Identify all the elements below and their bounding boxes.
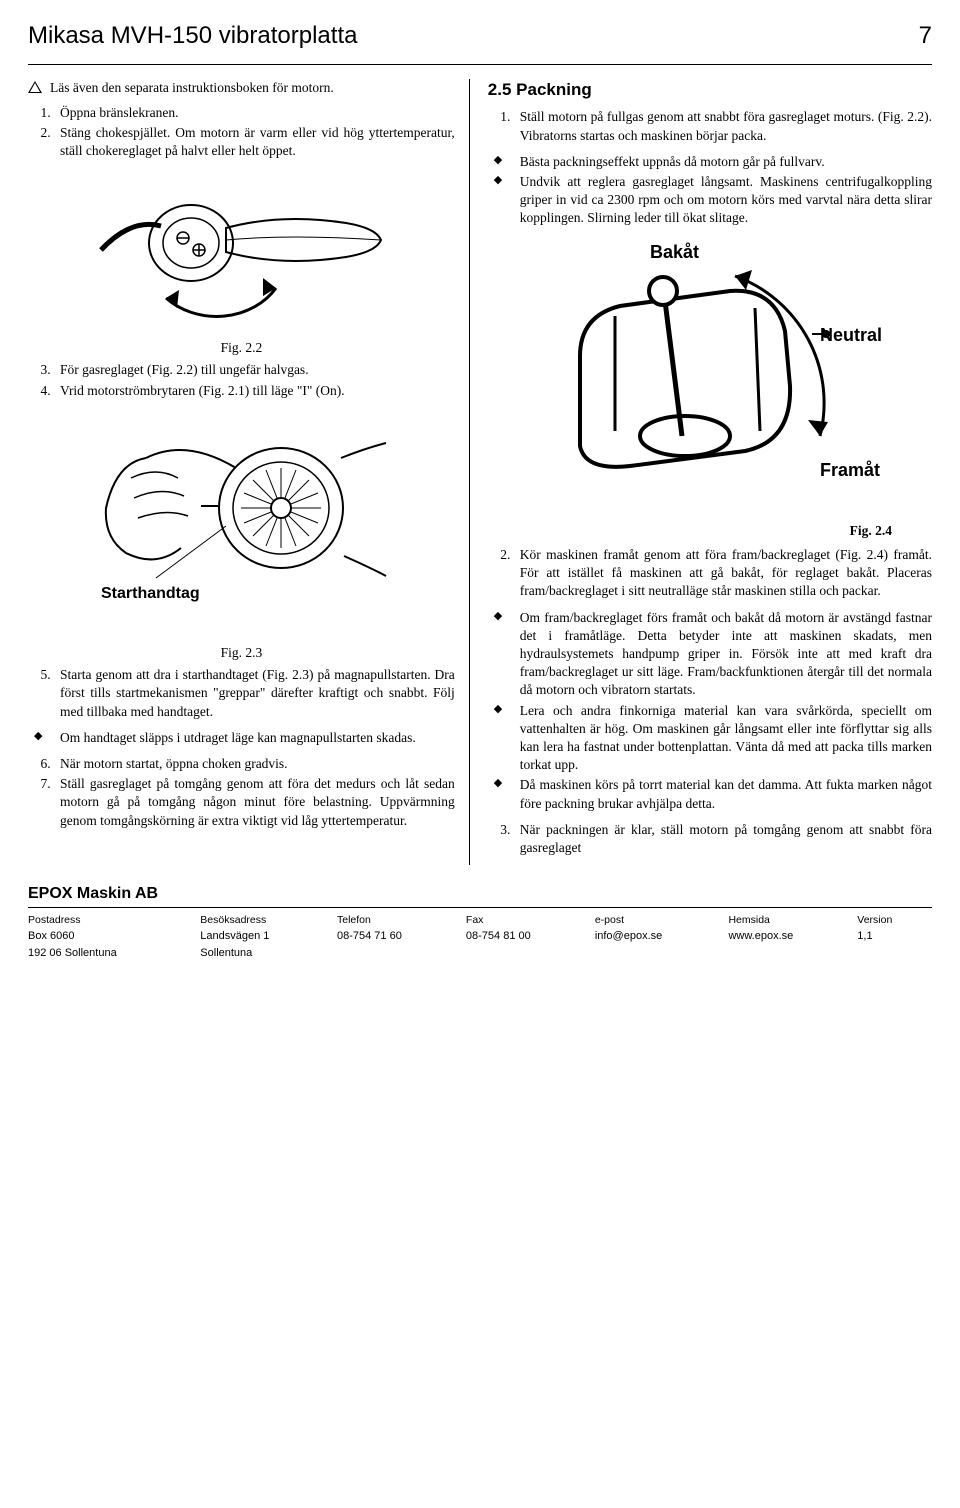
footer-row-2: 192 06 Sollentuna Sollentuna [28, 945, 932, 962]
label-bakat: Bakåt [650, 242, 699, 262]
page-number: 7 [919, 20, 932, 52]
steps-1-2: Öppna bränslekranen. Stäng chokespjället… [28, 104, 455, 161]
caution-icon [28, 81, 42, 93]
footer-labels-row: Postadress Besöksadress Telefon Fax e-po… [28, 912, 932, 928]
packning-bullets-a: Bästa packningseffekt uppnås då motorn g… [488, 153, 932, 228]
step-1: Öppna bränslekranen. [54, 104, 455, 122]
lbl-besok: Besöksadress [200, 912, 337, 928]
lbl-hemsida: Hemsida [728, 912, 857, 928]
caution-block: Läs även den separata instruktionsboken … [28, 79, 455, 97]
steps-6-7: När motorn startat, öppna choken gradvis… [28, 755, 455, 830]
packning-bullets-b: Om fram/backreglaget förs framåt och bak… [488, 609, 932, 813]
figure-2-2 [28, 168, 455, 333]
packning-step-1: Ställ motorn på fullgas genom att snabbt… [488, 108, 932, 144]
label-framat: Framåt [820, 460, 880, 480]
bullet-fullvarv: Bästa packningseffekt uppnås då motorn g… [514, 153, 932, 171]
step-5-bullet: Om handtaget släpps i utdraget läge kan … [28, 729, 455, 747]
lbl-postadress: Postadress [28, 912, 200, 928]
step-6: När motorn startat, öppna choken gradvis… [54, 755, 455, 773]
packning-step-3: När packningen är klar, ställ motorn på … [488, 821, 932, 857]
bullet-2300rpm: Undvik att reglera gasreglaget långsamt.… [514, 173, 932, 228]
page-header: Mikasa MVH-150 vibratorplatta 7 [28, 20, 932, 52]
val-besok2: Sollentuna [200, 945, 337, 962]
val-hemsida: www.epox.se [728, 928, 857, 945]
step-3: För gasreglaget (Fig. 2.2) till ungefär … [54, 361, 455, 379]
footer-rule [28, 907, 932, 908]
step-4: Vrid motorströmbrytaren (Fig. 2.1) till … [54, 382, 455, 400]
page-footer: EPOX Maskin AB Postadress Besöksadress T… [28, 883, 932, 961]
fig-2-2-caption: Fig. 2.2 [28, 339, 455, 357]
bullet-damm: Då maskinen körs på torrt material kan d… [514, 776, 932, 812]
packning-2: Kör maskinen framåt genom att föra fram/… [514, 546, 932, 601]
right-column: 2.5 Packning Ställ motorn på fullgas gen… [470, 79, 932, 865]
val-telefon: 08-754 71 60 [337, 928, 466, 945]
bullet-lera: Lera och andra finkorniga material kan v… [514, 702, 932, 775]
figure-2-4: Bakåt Neutral Framåt [488, 236, 932, 516]
step-5: Starta genom att dra i starthandtaget (F… [28, 666, 455, 721]
bullet-hydraul: Om fram/backreglaget förs framåt och bak… [514, 609, 932, 700]
footer-row-1: Box 6060 Landsvägen 1 08-754 71 60 08-75… [28, 928, 932, 945]
header-rule [28, 64, 932, 65]
left-column: Läs även den separata instruktionsboken … [28, 79, 470, 865]
caution-text: Läs även den separata instruktionsboken … [50, 79, 334, 97]
val-version: 1,1 [857, 928, 932, 945]
fig-2-3-caption: Fig. 2.3 [28, 644, 455, 662]
doc-title: Mikasa MVH-150 vibratorplatta [28, 20, 357, 52]
footer-table: Postadress Besöksadress Telefon Fax e-po… [28, 912, 932, 962]
lbl-telefon: Telefon [337, 912, 466, 928]
fig23-label: Starthandtag [101, 585, 200, 602]
val-epost: info@epox.se [595, 928, 729, 945]
val-fax: 08-754 81 00 [466, 928, 595, 945]
val-postadress2: 192 06 Sollentuna [28, 945, 200, 962]
lbl-epost: e-post [595, 912, 729, 928]
lbl-version: Version [857, 912, 932, 928]
val-besok: Landsvägen 1 [200, 928, 337, 945]
step-5-text: Starta genom att dra i starthandtaget (F… [54, 666, 455, 721]
bullet-magnapull: Om handtaget släpps i utdraget läge kan … [54, 729, 455, 747]
fig-2-4-caption: Fig. 2.4 [488, 522, 932, 540]
packning-3: När packningen är klar, ställ motorn på … [514, 821, 932, 857]
val-postadress: Box 6060 [28, 928, 200, 945]
figure-2-3: Starthandtag [28, 408, 455, 638]
lbl-fax: Fax [466, 912, 595, 928]
footer-company: EPOX Maskin AB [28, 883, 932, 905]
packning-step-2: Kör maskinen framåt genom att föra fram/… [488, 546, 932, 601]
step-2: Stäng chokespjället. Om motorn är varm e… [54, 124, 455, 160]
packning-1: Ställ motorn på fullgas genom att snabbt… [514, 108, 932, 144]
steps-3-4: För gasreglaget (Fig. 2.2) till ungefär … [28, 361, 455, 399]
step-7: Ställ gasreglaget på tomgång genom att f… [54, 775, 455, 830]
section-2-5-head: 2.5 Packning [488, 79, 932, 102]
